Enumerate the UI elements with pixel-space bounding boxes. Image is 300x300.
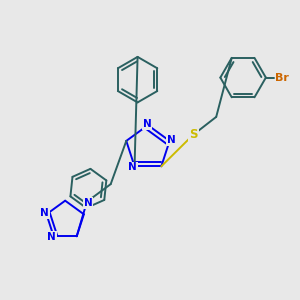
Text: N: N xyxy=(84,198,92,208)
Text: N: N xyxy=(40,208,49,218)
Text: Br: Br xyxy=(275,73,290,82)
Text: N: N xyxy=(47,232,56,242)
Text: N: N xyxy=(128,162,137,172)
Text: N: N xyxy=(142,119,151,129)
Text: N: N xyxy=(167,135,176,145)
Text: S: S xyxy=(189,128,198,141)
